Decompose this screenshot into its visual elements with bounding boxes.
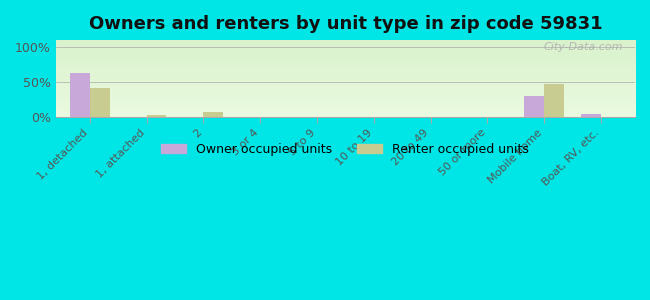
Bar	[581, 114, 601, 117]
Bar	[90, 88, 110, 117]
Bar	[147, 115, 166, 117]
Text: City-Data.com: City-Data.com	[544, 42, 623, 52]
Bar	[544, 83, 564, 117]
Bar	[525, 96, 544, 117]
Legend: Owner occupied units, Renter occupied units: Owner occupied units, Renter occupied un…	[157, 138, 534, 161]
Bar	[203, 112, 223, 117]
Title: Owners and renters by unit type in zip code 59831: Owners and renters by unit type in zip c…	[88, 15, 602, 33]
Bar	[70, 73, 90, 117]
